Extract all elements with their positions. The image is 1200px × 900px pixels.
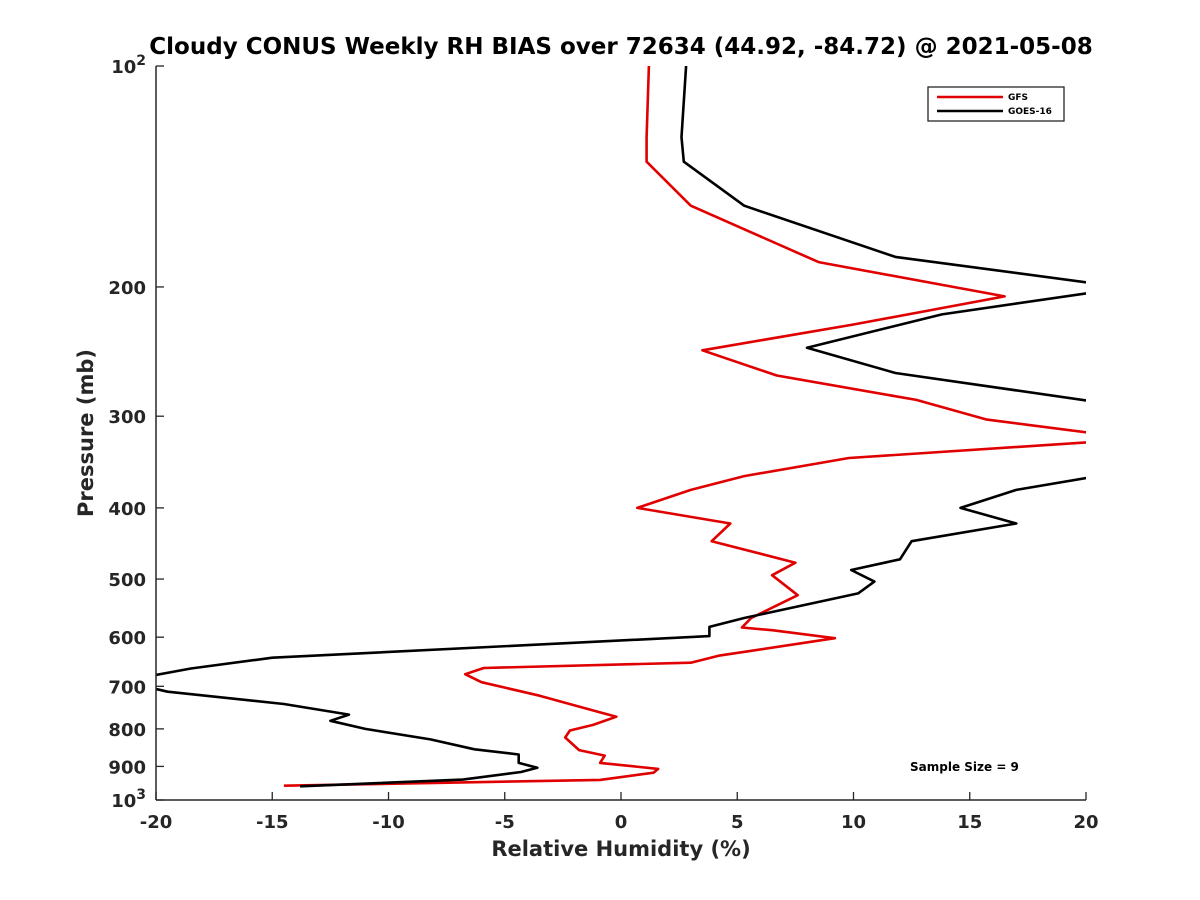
y-tick-label: 103 [111,787,146,812]
x-tick-label: -20 [140,812,173,833]
x-tick-label: 15 [957,812,982,833]
y-tick-label: 500 [108,570,146,591]
y-tick-label: 102 [111,53,146,78]
series-line-gfs [283,66,1086,787]
x-axis-label: Relative Humidity (%) [491,837,750,861]
x-tick-label: 5 [731,812,744,833]
legend-label-gfs: GFS [1008,93,1028,103]
legend: GFS GOES-16 [927,86,1065,122]
chart-title: Cloudy CONUS Weekly RH BIAS over 72634 (… [149,34,1092,60]
x-axis-ticks: -20 -15 -10 -5 0 5 10 15 20 [140,792,1099,833]
y-tick-label: 300 [108,407,146,428]
x-tick-label: -10 [372,812,405,833]
y-axis-ticks: 102 200 300 400 500 600 700 800 900 103 [108,53,164,812]
axes-layer [155,66,1086,801]
y-axis-label: Pressure (mb) [74,349,98,517]
series-layer [156,66,1086,788]
x-tick-label: -5 [495,812,515,833]
y-tick-label: 800 [108,720,146,741]
x-tick-label: 20 [1073,812,1098,833]
legend-label-goes16: GOES-16 [1008,107,1052,117]
series-line-goes16 [156,66,1086,788]
y-tick-label: 600 [108,628,146,649]
legend-box [927,86,1065,122]
y-tick-label: 900 [108,757,146,778]
y-tick-label: 700 [108,677,146,698]
sample-size-annotation: Sample Size = 9 [910,760,1019,774]
x-tick-label: 0 [615,812,628,833]
x-tick-label: -15 [256,812,289,833]
y-tick-label: 200 [108,278,146,299]
x-tick-label: 10 [841,812,866,833]
y-tick-label: 400 [108,499,146,520]
